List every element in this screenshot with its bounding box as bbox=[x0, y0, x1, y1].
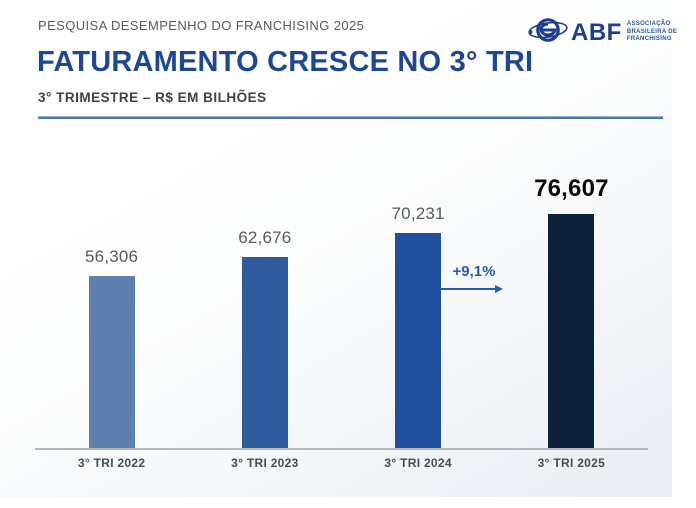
bars-row: 56,306 62,676 70,231 76,607 bbox=[35, 140, 648, 448]
bar-column: 62,676 bbox=[188, 228, 341, 448]
abf-logo-name-line3: FRANCHISING bbox=[626, 36, 672, 43]
bar bbox=[395, 233, 442, 448]
bar-column: 56,306 bbox=[35, 247, 188, 448]
bar-column: 76,607 bbox=[495, 175, 648, 448]
header-divider bbox=[38, 116, 663, 119]
abf-logo-name: ASSOCIAÇÃO BRASILEIRA DE FRANCHISING bbox=[627, 21, 677, 44]
x-axis-label: 3° TRI 2024 bbox=[384, 456, 452, 470]
abf-logo-name-line2: BRASILEIRA DE bbox=[626, 28, 678, 35]
bar-value-label: 56,306 bbox=[85, 247, 139, 266]
abf-logo-name-line1: ASSOCIAÇÃO bbox=[626, 21, 671, 28]
bar bbox=[548, 214, 595, 448]
bar bbox=[241, 257, 288, 448]
x-axis-line bbox=[35, 448, 648, 450]
abf-logo-text: ABF bbox=[571, 18, 622, 46]
bar bbox=[88, 276, 135, 448]
growth-annotation-arrow-icon bbox=[440, 284, 503, 293]
page-title: FATURAMENTO CRESCE NO 3° TRI bbox=[37, 46, 534, 78]
bar-value-label: 62,676 bbox=[238, 228, 292, 247]
bar-column: 70,231 bbox=[342, 204, 495, 448]
x-axis-labels: 3° TRI 2022 3° TRI 2023 3° TRI 2024 3° TRI … bbox=[35, 456, 648, 470]
x-axis-label: 3° TRI 2023 bbox=[231, 456, 299, 470]
bar-value-label: 70,231 bbox=[391, 204, 445, 223]
globe-orbit-icon bbox=[528, 14, 568, 51]
x-axis-label: 3° TRI 2025 bbox=[537, 456, 606, 470]
chart-subtitle: 3° TRIMESTRE – R$ EM BILHÕES bbox=[38, 90, 267, 105]
x-axis-label: 3° TRI 2022 bbox=[77, 456, 146, 470]
bar-chart: 56,306 62,676 70,231 76,607 3° TRI 2022 3° T… bbox=[35, 140, 648, 470]
kicker-text: PESQUISA DESEMPENHO DO FRANCHISING 2025 bbox=[38, 18, 365, 33]
abf-logo: ABF ASSOCIAÇÃO BRASILEIRA DE FRANCHISING bbox=[528, 14, 677, 51]
growth-annotation-label: +9,1% bbox=[452, 263, 496, 280]
bar-value-label: 76,607 bbox=[534, 175, 609, 202]
